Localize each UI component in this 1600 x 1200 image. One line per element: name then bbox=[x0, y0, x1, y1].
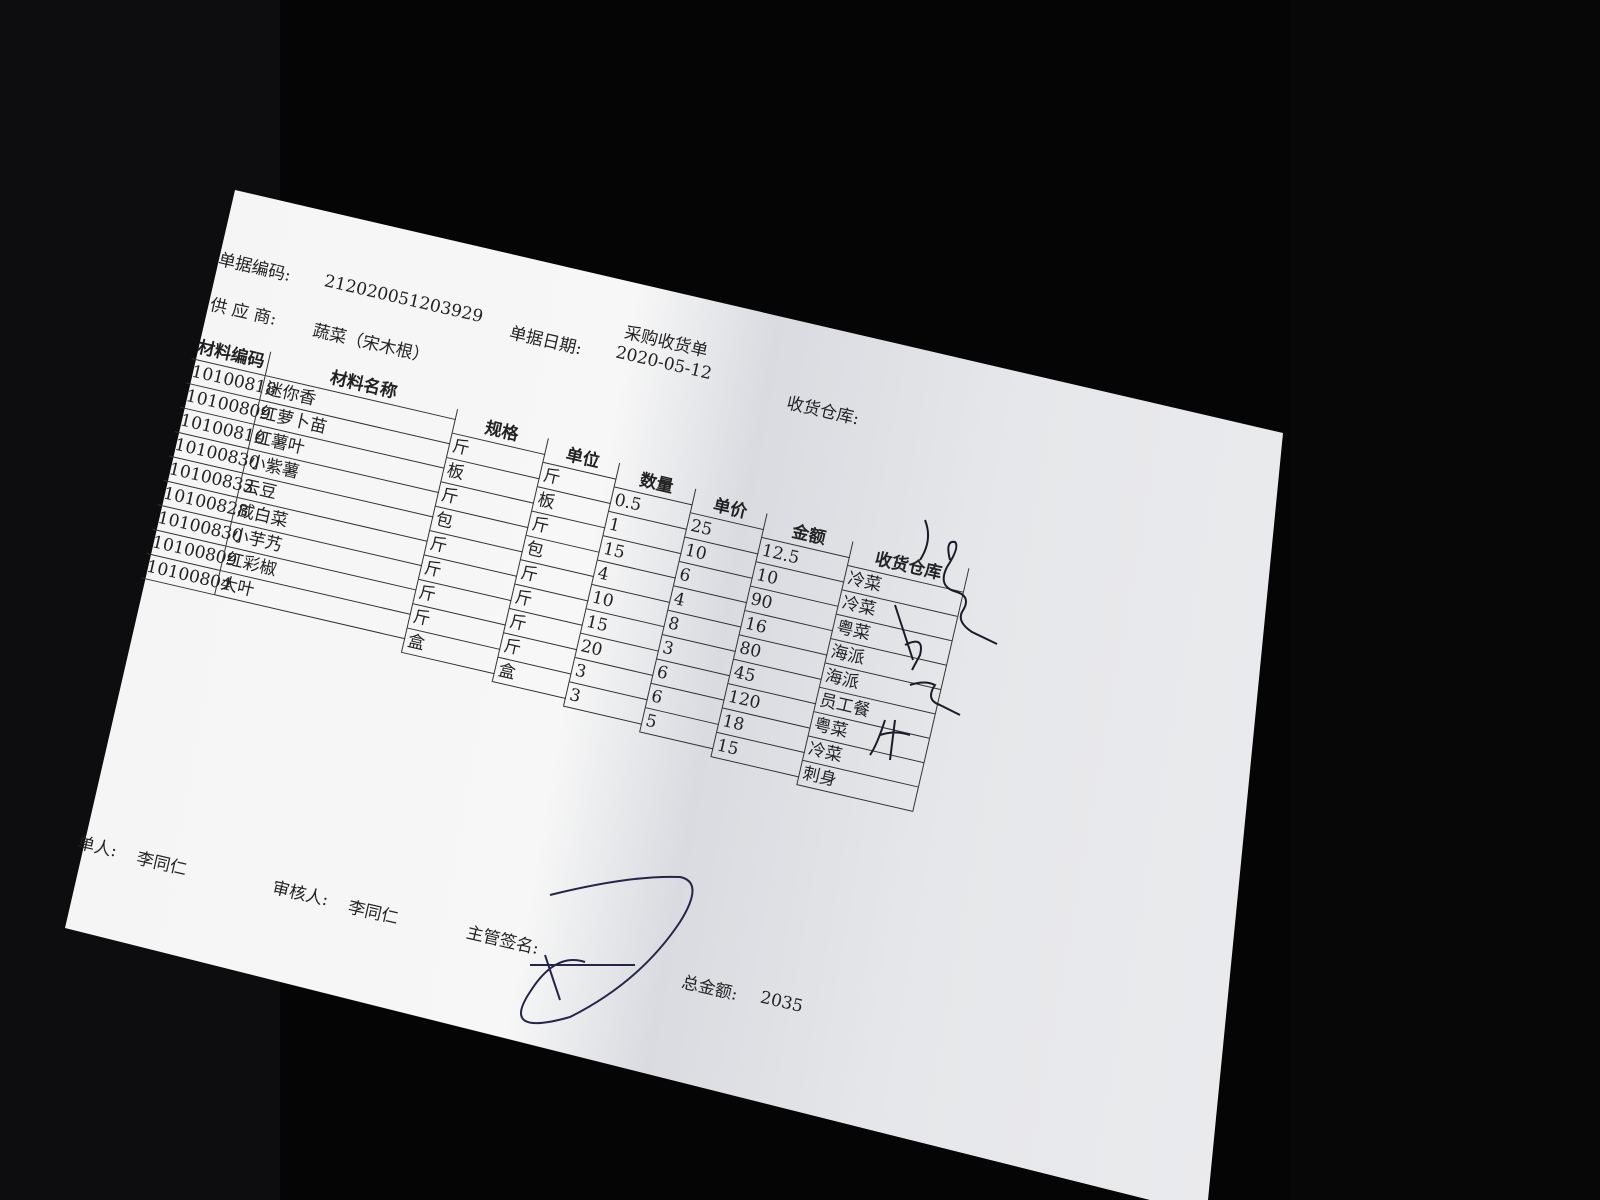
warehouse-signature-1 bbox=[919, 519, 998, 645]
warehouse-signature-2 bbox=[894, 604, 961, 716]
background-right-panel bbox=[1290, 0, 1600, 1200]
warehouse-signature-3 bbox=[869, 719, 911, 761]
supervisor-signature bbox=[520, 875, 694, 1025]
